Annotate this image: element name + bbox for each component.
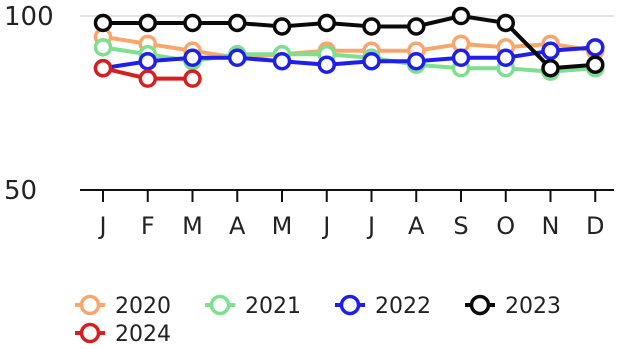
legend-label: 2021 xyxy=(245,294,301,319)
data-point-2023-J xyxy=(319,15,334,30)
x-tick-label: J xyxy=(321,212,330,240)
data-point-2022-A xyxy=(409,54,424,69)
legend-swatch-marker xyxy=(342,297,359,314)
data-point-2023-D xyxy=(588,57,603,72)
legend-item-2020: 2020 xyxy=(75,294,171,319)
data-point-2023-A xyxy=(409,19,424,34)
x-tick-label: J xyxy=(97,212,106,240)
legend-swatch-marker xyxy=(82,297,99,314)
data-point-2023-J xyxy=(364,19,379,34)
series-2023 xyxy=(96,9,603,76)
x-tick-label: S xyxy=(453,212,468,240)
x-tick-label: O xyxy=(496,212,515,240)
data-point-2022-O xyxy=(498,50,513,65)
data-point-2022-S xyxy=(454,50,469,65)
data-point-2024-J xyxy=(96,61,111,76)
legend-label: 2024 xyxy=(115,322,171,347)
y-tick-label: 100 xyxy=(4,2,54,32)
legend: 2020 2021 2022 2023 2024 xyxy=(75,294,561,347)
x-tick-label: J xyxy=(366,212,375,240)
data-point-2022-J xyxy=(319,57,334,72)
legend-swatch-marker xyxy=(212,297,229,314)
x-tick-label: N xyxy=(542,212,560,240)
y-tick-label: 50 xyxy=(4,176,37,206)
data-point-2023-O xyxy=(498,15,513,30)
data-point-2023-J xyxy=(96,15,111,30)
data-point-2022-N xyxy=(543,43,558,58)
data-point-2022-J xyxy=(364,54,379,69)
x-tick-label: A xyxy=(229,212,246,240)
legend-swatch-marker xyxy=(82,325,99,342)
data-point-2022-F xyxy=(140,54,155,69)
data-point-2024-M xyxy=(185,71,200,86)
legend-item-2021: 2021 xyxy=(205,294,301,319)
legend-item-2022: 2022 xyxy=(335,294,431,319)
data-point-2022-D xyxy=(588,40,603,55)
data-point-2022-M xyxy=(275,54,290,69)
x-tick-label: M xyxy=(272,212,293,240)
series-layer xyxy=(96,9,603,87)
legend-label: 2023 xyxy=(505,294,561,319)
data-point-2023-N xyxy=(543,61,558,76)
data-point-2021-J xyxy=(96,40,111,55)
legend-item-2023: 2023 xyxy=(465,294,561,319)
x-tick-label: D xyxy=(586,212,604,240)
legend-item-2024: 2024 xyxy=(75,322,171,347)
x-tick-label: F xyxy=(141,212,155,240)
x-tick-label: M xyxy=(182,212,203,240)
data-point-2023-A xyxy=(230,15,245,30)
data-point-2022-M xyxy=(185,50,200,65)
data-point-2022-A xyxy=(230,50,245,65)
data-point-2024-F xyxy=(140,71,155,86)
data-point-2023-M xyxy=(275,19,290,34)
data-point-2023-F xyxy=(140,15,155,30)
data-point-2023-S xyxy=(454,9,469,24)
legend-label: 2020 xyxy=(115,294,171,319)
data-point-2023-M xyxy=(185,15,200,30)
legend-swatch-marker xyxy=(472,297,489,314)
x-tick-label: A xyxy=(408,212,425,240)
legend-label: 2022 xyxy=(375,294,431,319)
